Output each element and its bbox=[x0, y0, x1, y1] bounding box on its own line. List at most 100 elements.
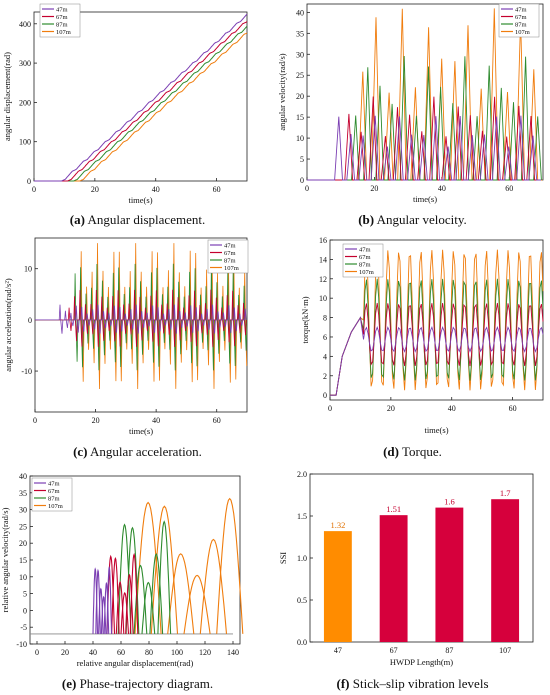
y-tick-label: 12 bbox=[319, 275, 327, 284]
legend-label-107m: 107m bbox=[56, 29, 71, 36]
x-tick-label: 120 bbox=[199, 648, 211, 657]
x-axis-label: time(s) bbox=[424, 425, 448, 435]
legend-label-67m: 67m bbox=[56, 14, 68, 21]
x-tick-label: 40 bbox=[438, 184, 446, 193]
y-axis-label: torque(kN·m) bbox=[300, 296, 310, 343]
x-tick-label: 40 bbox=[89, 648, 97, 657]
x-tick-label: 140 bbox=[227, 648, 239, 657]
x-tick-label: 100 bbox=[171, 648, 183, 657]
y-tick-label: 0 bbox=[28, 316, 32, 325]
legend-label-47m: 47m bbox=[515, 7, 527, 14]
x-axis-label: time(s) bbox=[413, 194, 437, 204]
caption-a-letter: (a) bbox=[69, 212, 85, 227]
y-tick-label: 14 bbox=[319, 255, 327, 264]
x-tick-label: 60 bbox=[213, 185, 221, 194]
x-tick-label: 0 bbox=[305, 184, 309, 193]
chart-angular-acceleration: 0 20 40 60 -10 0 10 time(s) angular acceleration… bbox=[3, 237, 249, 436]
x-tick-label: 60 bbox=[505, 184, 513, 193]
x-tick-label: 60 bbox=[213, 416, 221, 425]
y-tick-label: 0.0 bbox=[297, 638, 307, 647]
y-tick-label: 0 bbox=[27, 177, 31, 186]
y-tick-label: 400 bbox=[19, 20, 31, 29]
x-tick-label: 20 bbox=[92, 416, 100, 425]
y-tick-label: 10 bbox=[24, 265, 32, 274]
y-tick-label: 0 bbox=[300, 176, 304, 185]
legend-label-107m: 107m bbox=[48, 503, 63, 510]
y-tick-label: 300 bbox=[19, 59, 31, 68]
y-tick-label: 200 bbox=[19, 98, 31, 107]
legend-label-107m: 107m bbox=[359, 269, 374, 276]
caption-a-text: Angular displacement. bbox=[87, 212, 206, 227]
x-tick-label: 0 bbox=[328, 404, 332, 413]
caption-f-text: Stick–slip vibration levels bbox=[352, 676, 489, 691]
bar-67 bbox=[379, 515, 408, 642]
y-axis-label: relative angular velocity(rad/s) bbox=[0, 507, 10, 612]
x-tick-label: 60 bbox=[117, 648, 125, 657]
caption-f-letter: (f) bbox=[336, 676, 350, 691]
y-tick-label: 0 bbox=[323, 391, 327, 400]
series-line-67m bbox=[35, 289, 247, 348]
y-tick-label: 30 bbox=[19, 506, 27, 515]
legend-label-87m: 87m bbox=[48, 496, 60, 503]
y-axis-label: angular velocity(rad/s) bbox=[277, 53, 287, 130]
plot-frame bbox=[33, 11, 248, 182]
trajectory-loop-67m bbox=[129, 552, 139, 634]
panel-f: 0.0 0.5 1.0 1.5 2.0 1.32 47 1.51 67 1.6 87 1.7 107 HW… bbox=[275, 464, 550, 695]
legend-label-87m: 87m bbox=[359, 262, 371, 269]
y-tick-label: 16 bbox=[319, 236, 327, 245]
y-axis-label: SSI bbox=[278, 552, 288, 564]
bar-value-label-47: 1.32 bbox=[330, 520, 345, 530]
legend-label-107m: 107m bbox=[515, 29, 530, 36]
y-tick-label: 25 bbox=[296, 71, 304, 80]
y-tick-label: 10 bbox=[19, 573, 27, 582]
caption-c: (c) Angular acceleration. bbox=[0, 444, 275, 460]
caption-c-letter: (c) bbox=[73, 444, 88, 459]
legend-label-87m: 87m bbox=[56, 22, 68, 29]
y-tick-label: 0 bbox=[23, 606, 27, 615]
x-tick-label: 20 bbox=[370, 184, 378, 193]
series-line-107m bbox=[34, 32, 248, 182]
y-tick-label: 10 bbox=[319, 294, 327, 303]
y-tick-label: 10 bbox=[296, 134, 304, 143]
panel-e: 0 20 40 60 80 100 120 140 -10 -5 0 5 10 15 20 25 30 35 40 r… bbox=[0, 464, 275, 695]
y-axis-label: angular displacement(rad) bbox=[2, 52, 12, 141]
series-line-47m bbox=[307, 115, 541, 181]
caption-f: (f) Stick–slip vibration levels bbox=[275, 676, 550, 692]
chart-phase-trajectory: 0 20 40 60 80 100 120 140-10-50510152025303540r… bbox=[0, 472, 244, 668]
panel-d: 0 20 40 60 0 2 4 6 8 10 12 14 16 time(s) torque(kN·m) 4… bbox=[275, 232, 550, 462]
legend-label-67m: 67m bbox=[224, 250, 236, 257]
x-tick-label: 40 bbox=[152, 416, 160, 425]
bar-value-label-87: 1.6 bbox=[444, 497, 455, 507]
legend-label-47m: 47m bbox=[359, 247, 371, 254]
y-tick-label: 30 bbox=[296, 50, 304, 59]
caption-d-letter: (d) bbox=[383, 444, 399, 459]
legend-label-107m: 107m bbox=[224, 265, 239, 272]
caption-e-text: Phase-trajectory diagram. bbox=[79, 676, 214, 691]
legend-label-47m: 47m bbox=[224, 243, 236, 250]
x-tick-label-87: 87 bbox=[445, 646, 453, 655]
x-tick-label: 20 bbox=[61, 648, 69, 657]
x-axis-label: time(s) bbox=[128, 195, 152, 205]
y-tick-label: 0.5 bbox=[297, 596, 307, 605]
legend-label-67m: 67m bbox=[515, 14, 527, 21]
x-tick-label: 20 bbox=[387, 404, 395, 413]
x-axis-label: relative angular displacement(rad) bbox=[77, 658, 194, 668]
y-tick-label: 6 bbox=[323, 333, 327, 342]
trajectory-loop-67m bbox=[125, 573, 134, 634]
legend-label-47m: 47m bbox=[48, 481, 60, 488]
panel-b: 0 20 40 60 0 5 10 15 20 25 30 35 40 time(s) angular ve… bbox=[275, 0, 550, 230]
caption-d: (d) Torque. bbox=[275, 444, 550, 460]
y-axis-label: angular acceleration(rad/s²) bbox=[3, 278, 13, 372]
x-tick-label: 60 bbox=[509, 404, 517, 413]
x-axis-label: time(s) bbox=[129, 426, 153, 436]
x-tick-label-47: 47 bbox=[334, 646, 342, 655]
y-tick-label: 1.5 bbox=[297, 512, 307, 521]
y-tick-label: 15 bbox=[19, 556, 27, 565]
x-tick-label: 80 bbox=[145, 648, 153, 657]
bar-value-label-107: 1.7 bbox=[500, 488, 511, 498]
series-line-87m bbox=[34, 25, 248, 182]
trajectory-loop-47m bbox=[106, 565, 113, 634]
y-tick-label: 35 bbox=[296, 29, 304, 38]
x-tick-label: 40 bbox=[152, 185, 160, 194]
